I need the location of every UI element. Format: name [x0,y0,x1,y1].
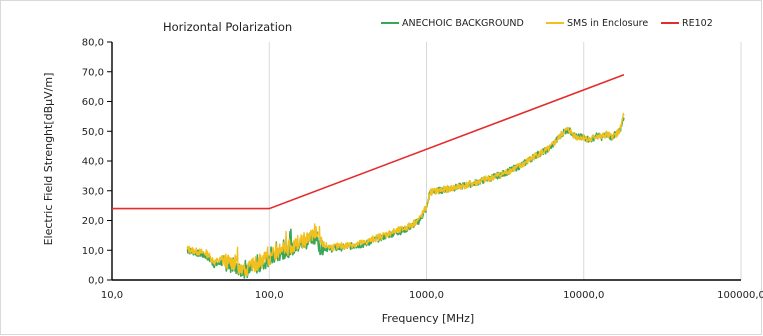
y-tick-label: 20,0 [82,216,104,227]
y-axis-title: Electric Field Strenght[dBµV/m] [42,73,55,246]
y-tick-label: 70,0 [82,67,104,78]
y-tick-label: 40,0 [82,157,104,168]
x-tick-label: 10000,0 [563,290,604,301]
series-lines [112,73,625,279]
series-line-anechoic-background [186,116,625,279]
legend-label-re102: RE102 [682,18,713,29]
y-tick-label: 30,0 [82,186,104,197]
series-line-sms-in-enclosure [186,112,625,277]
x-axis-title: Frequency [MHz] [382,312,474,325]
y-tick-label: 50,0 [82,127,104,138]
chart-title: Horizontal Polarization [163,20,292,34]
y-tick-labels: 0,0 10,0 20,0 30,0 40,0 50,0 60,0 70,0 80,0 [82,38,104,287]
y-tick-label: 60,0 [82,97,104,108]
y-tick-label: 10,0 [82,246,104,257]
legend: ANECHOIC BACKGROUND SMS in Enclosure RE1… [381,18,713,29]
x-tick-label: 100000,0 [717,290,763,301]
grid-lines [268,42,742,280]
x-tick-labels: 10,0 100,0 1000,0 10000,0 100000,0 [101,290,763,301]
y-tick-label: 0,0 [88,276,104,287]
axes [107,41,741,281]
x-tick-label: 100,0 [255,290,284,301]
x-tick-label: 10,0 [101,290,123,301]
legend-label-anechoic: ANECHOIC BACKGROUND [402,18,524,29]
legend-label-sms: SMS in Enclosure [567,18,648,29]
series-line-re102 [112,73,625,210]
x-tick-label: 1000,0 [409,290,444,301]
y-tick-label: 80,0 [82,38,104,49]
